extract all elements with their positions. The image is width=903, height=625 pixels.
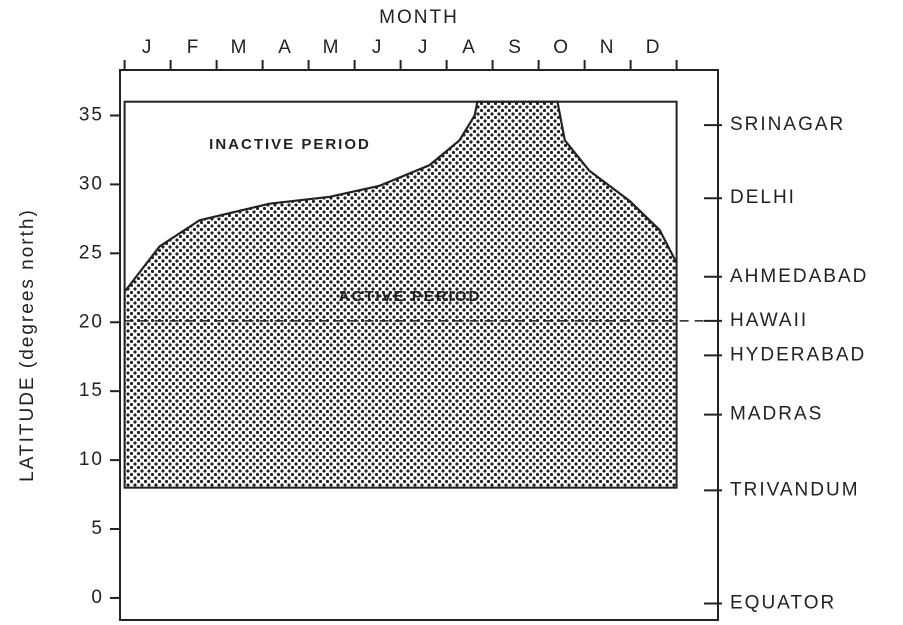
y-tick-label: 25 xyxy=(79,242,104,263)
plot-frame xyxy=(119,69,719,621)
x-tick-label: S xyxy=(508,37,523,58)
x-tick-label: J xyxy=(418,37,430,58)
y2-tick-label: HYDERABAD xyxy=(730,344,866,365)
x-tick-label: O xyxy=(553,37,570,58)
y-tick-label: 15 xyxy=(79,380,104,401)
y2-tick-label: DELHI xyxy=(730,187,796,208)
x-tick-label: M xyxy=(323,37,341,58)
y2-tick-label: AHMEDABAD xyxy=(730,266,868,287)
period-box xyxy=(123,100,678,489)
y-tick-label: 35 xyxy=(79,105,104,126)
y2-tick-label: SRINAGAR xyxy=(730,114,845,135)
y2-tick-label: TRIVANDUM xyxy=(730,479,860,500)
x-tick-label: A xyxy=(462,37,477,58)
x-tick-label: N xyxy=(600,37,616,58)
x-tick-label: J xyxy=(142,37,154,58)
annotation: INACTIVE PERIOD xyxy=(209,136,371,153)
y2-tick-label: HAWAII xyxy=(730,310,808,331)
y-tick-label: 20 xyxy=(79,311,104,332)
y-tick-label: 10 xyxy=(79,449,104,470)
y-tick-label: 0 xyxy=(91,587,104,608)
y-tick-label: 30 xyxy=(79,173,104,194)
y2-tick-label: MADRAS xyxy=(730,404,823,425)
y-axis-label: LATITUDE (degrees north) xyxy=(17,208,38,482)
chart-title: MONTH xyxy=(379,7,459,28)
x-tick-label: A xyxy=(278,37,293,58)
x-tick-label: M xyxy=(231,37,249,58)
x-tick-label: F xyxy=(187,37,201,58)
y2-tick-label: EQUATOR xyxy=(730,592,836,613)
y-tick-label: 5 xyxy=(91,518,104,539)
x-tick-label: J xyxy=(372,37,384,58)
boundary-line xyxy=(124,100,678,292)
x-tick-label: D xyxy=(646,37,662,58)
active-area xyxy=(124,101,677,488)
annotation: ACTIVE PERIOD xyxy=(339,288,482,305)
